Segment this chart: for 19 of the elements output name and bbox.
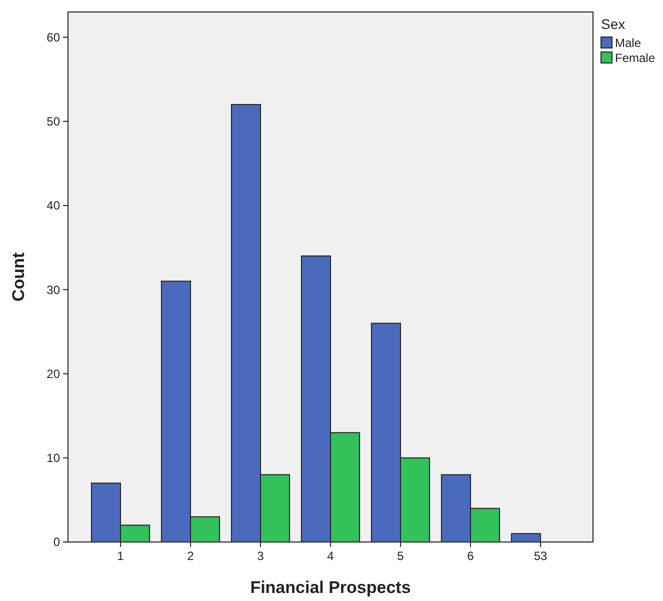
legend-label: Male [615,36,642,50]
x-tick-label: 6 [467,549,474,563]
legend-label: Female [615,51,656,65]
legend-title: Sex [601,16,626,32]
y-tick-label: 40 [46,198,60,213]
y-tick-label: 60 [46,30,60,44]
y-tick-label: 30 [46,282,60,297]
y-tick-label: 10 [46,451,60,466]
x-tick-label: 5 [397,549,404,563]
y-tick-label: 50 [46,114,60,129]
x-tick-label: 2 [187,549,194,563]
x-axis-title: Financial Prospects [250,578,411,597]
y-axis-title: Count [9,252,28,302]
x-tick-label: 4 [327,549,334,563]
y-tick-label: 20 [46,366,60,381]
x-tick-label: 1 [117,549,124,563]
y-tick-label: 0 [53,535,60,550]
x-tick-label: 3 [257,549,264,563]
x-tick-label: 53 [534,549,548,563]
